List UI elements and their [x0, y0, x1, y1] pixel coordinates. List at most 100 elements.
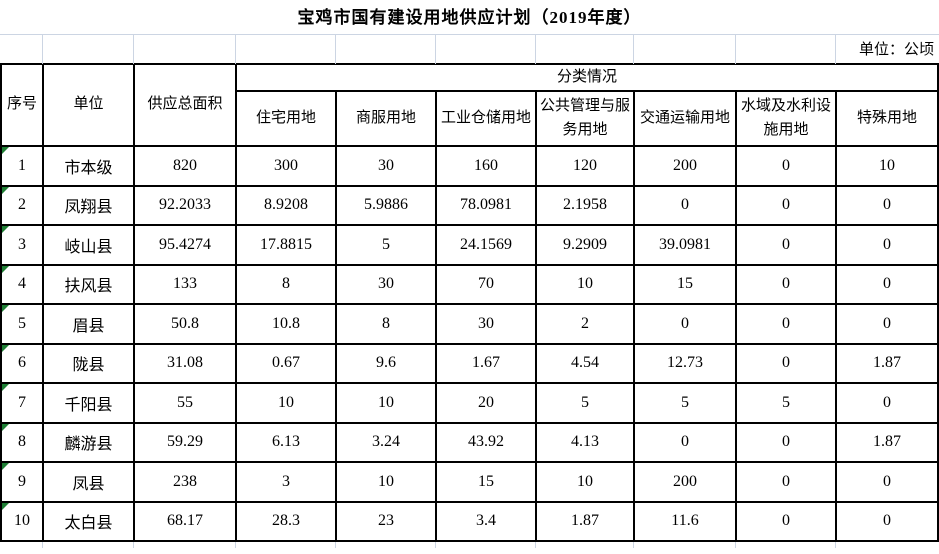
county-cell: 太白县 [42, 500, 135, 542]
value-cell: 10 [835, 145, 939, 187]
total-area-cell: 59.29 [133, 421, 237, 463]
value-cell: 0.67 [235, 342, 337, 384]
value-cell: 0 [835, 224, 939, 266]
below-table-area [0, 542, 939, 548]
gridline-v [835, 35, 836, 64]
value-cell: 0 [633, 303, 737, 345]
value-cell: 5 [335, 224, 437, 266]
table-header: 序号 单位 供应总面积 分类情况 住宅用地 商服用地 工业仓储用地 公共管理与服务用地… [0, 63, 939, 147]
header-total-area: 供应总面积 [133, 63, 237, 147]
value-cell: 15 [435, 461, 537, 503]
gridline-v [235, 35, 236, 64]
table-row: 8 麟游县 59.29 6.13 3.24 43.92 4.13 0 0 1.87 [0, 421, 939, 463]
table-row: 1 市本级 820 300 30 160 120 200 0 10 [0, 145, 939, 187]
error-indicator-icon [3, 187, 9, 194]
value-cell: 300 [235, 145, 337, 187]
county-cell: 凤翔县 [42, 184, 135, 226]
value-cell: 3.24 [335, 421, 437, 463]
unit-note: 单位：公顷 [858, 42, 934, 58]
gridline-v [435, 35, 436, 64]
value-cell: 0 [835, 184, 939, 226]
serial-cell: 6 [0, 342, 44, 384]
page-title: 宝鸡市国有建设用地供应计划（2019年度） [297, 8, 642, 27]
value-cell: 1.87 [835, 342, 939, 384]
value-cell: 10.8 [235, 303, 337, 345]
county-cell: 岐山县 [42, 224, 135, 266]
county-cell: 扶风县 [42, 263, 135, 305]
total-area-cell: 68.17 [133, 500, 237, 542]
gridline-v [535, 542, 536, 548]
serial-cell: 1 [0, 145, 44, 187]
value-cell: 10 [335, 461, 437, 503]
error-indicator-icon [3, 503, 9, 510]
serial-cell: 8 [0, 421, 44, 463]
value-cell: 8 [235, 263, 337, 305]
table-row: 10 太白县 68.17 28.3 23 3.4 1.87 11.6 0 0 [0, 500, 939, 542]
value-cell: 78.0981 [435, 184, 537, 226]
gridline-v [435, 542, 436, 548]
serial-cell: 10 [0, 500, 44, 542]
value-cell: 10 [535, 263, 635, 305]
table-row: 6 陇县 31.08 0.67 9.6 1.67 4.54 12.73 0 1.87 [0, 342, 939, 384]
value-cell: 8 [335, 303, 437, 345]
serial-value: 8 [18, 433, 26, 451]
error-indicator-icon [3, 266, 9, 273]
header-row-categories: 住宅用地 商服用地 工业仓储用地 公共管理与服务用地 交通运输用地 水域及水利设施用地 特殊… [1, 90, 939, 147]
value-cell: 5.9886 [335, 184, 437, 226]
serial-cell: 2 [0, 184, 44, 226]
value-cell: 0 [835, 303, 939, 345]
header-unit: 单位 [42, 63, 135, 147]
serial-value: 4 [18, 275, 26, 293]
serial-value: 3 [18, 235, 26, 253]
table-row: 5 眉县 50.8 10.8 8 30 2 0 0 0 [0, 303, 939, 345]
value-cell: 1.67 [435, 342, 537, 384]
value-cell: 0 [633, 184, 737, 226]
value-cell: 10 [535, 461, 635, 503]
table-row: 2 凤翔县 92.2033 8.9208 5.9886 78.0981 2.1958 0 0 0 [0, 184, 939, 226]
value-cell: 28.3 [235, 500, 337, 542]
table-row: 7 千阳县 55 10 10 20 5 5 5 0 [0, 382, 939, 424]
value-cell: 20 [435, 382, 537, 424]
error-indicator-icon [3, 345, 9, 352]
gridline-v [535, 35, 536, 64]
table-row: 4 扶风县 133 8 30 70 10 15 0 0 [0, 263, 939, 305]
total-area-cell: 31.08 [133, 342, 237, 384]
unit-row: 单位：公顷 [0, 34, 939, 64]
county-cell: 市本级 [42, 145, 135, 187]
serial-cell: 5 [0, 303, 44, 345]
value-cell: 0 [735, 224, 837, 266]
value-cell: 200 [633, 145, 737, 187]
value-cell: 4.54 [535, 342, 635, 384]
error-indicator-icon [3, 384, 9, 391]
serial-value: 7 [18, 393, 26, 411]
header-category: 交通运输用地 [633, 90, 737, 147]
total-area-cell: 55 [133, 382, 237, 424]
value-cell: 0 [735, 263, 837, 305]
header-serial: 序号 [0, 63, 44, 147]
value-cell: 3 [235, 461, 337, 503]
value-cell: 3.4 [435, 500, 537, 542]
header-category-group: 分类情况 [235, 63, 939, 92]
table-row: 3 岐山县 95.4274 17.8815 5 24.1569 9.2909 39.0981 0… [0, 224, 939, 266]
gridline-v [133, 35, 134, 64]
value-cell: 5 [735, 382, 837, 424]
gridline-v [633, 542, 634, 548]
gridline-v [42, 542, 43, 548]
serial-cell: 3 [0, 224, 44, 266]
value-cell: 2 [535, 303, 635, 345]
county-cell: 千阳县 [42, 382, 135, 424]
value-cell: 12.73 [633, 342, 737, 384]
error-indicator-icon [3, 226, 9, 233]
gridline-v [335, 542, 336, 548]
gridline-v [235, 542, 236, 548]
serial-value: 1 [18, 156, 26, 174]
value-cell: 70 [435, 263, 537, 305]
value-cell: 0 [735, 342, 837, 384]
serial-cell: 4 [0, 263, 44, 305]
gridline-v [735, 35, 736, 64]
county-cell: 麟游县 [42, 421, 135, 463]
value-cell: 39.0981 [633, 224, 737, 266]
header-category: 工业仓储用地 [435, 90, 537, 147]
total-area-cell: 95.4274 [133, 224, 237, 266]
